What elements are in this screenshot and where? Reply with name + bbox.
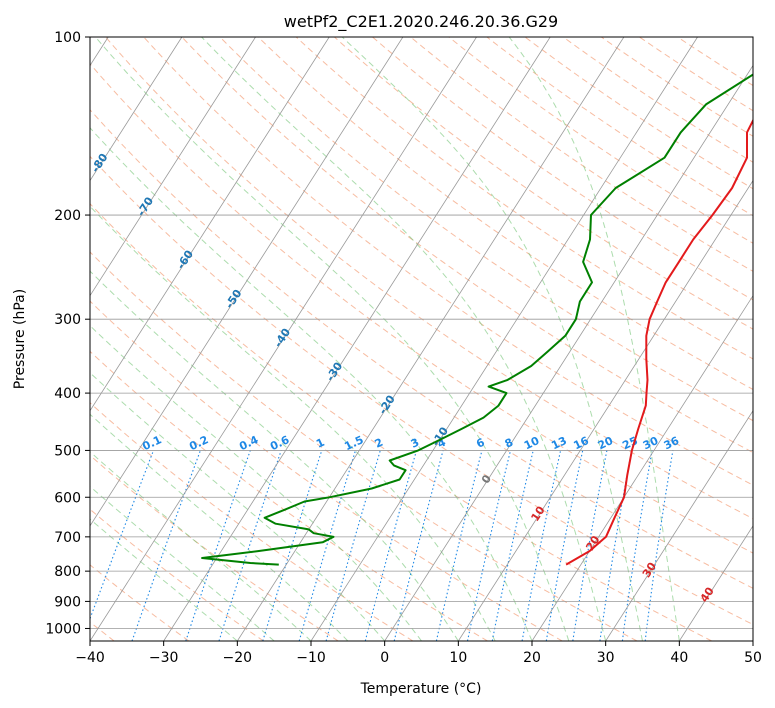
isotherms: [90, 37, 753, 641]
dry-adiabat: [90, 402, 414, 641]
mixing-ratio-line: [435, 450, 483, 641]
isotherm-line: [163, 37, 551, 641]
y-tick-label: 800: [54, 564, 81, 580]
dry-adiabat: [486, 37, 753, 217]
dry-adiabat: [90, 109, 753, 589]
isotherm-line: [90, 37, 183, 182]
moist-adiabat: [201, 37, 607, 641]
isotherm-line: [90, 37, 330, 412]
mixing-ratio-line: [298, 450, 357, 641]
dry-adiabat: [334, 37, 753, 330]
x-axis-ticks: −40 −30 −20 −10 0 10 20 30 40 50: [75, 641, 762, 666]
mixing-ratio-line: [185, 450, 251, 641]
y-tick-label: 500: [54, 443, 81, 459]
dry-adiabat: [181, 37, 753, 454]
plot-area: 0.10.20.40.611.52346810131620253036-100-…: [90, 37, 753, 641]
dry-adiabat: [372, 37, 753, 301]
pressure-gridlines: [90, 37, 753, 629]
dry-adiabat: [295, 37, 753, 360]
moist-adiabat: [90, 127, 533, 641]
mixing-ratio-label: 20: [596, 434, 616, 452]
y-axis-label: Pressure (hPa): [12, 289, 28, 389]
mixing-ratio-line: [393, 450, 444, 641]
dry-adiabat: [219, 37, 753, 422]
moist-adiabat: [90, 270, 459, 641]
dewpoint-line: [201, 73, 753, 566]
mixing-ratio-line: [521, 450, 562, 641]
y-tick-label: 600: [54, 490, 81, 506]
moist-adiabat: [90, 325, 422, 641]
mixing-ratio-line: [262, 450, 323, 641]
dry-adiabat: [90, 251, 638, 641]
y-tick-label: 900: [54, 594, 81, 610]
isotherm-line: [605, 410, 753, 641]
mixing-ratio-label: 13: [549, 434, 568, 452]
isotherm-line: [236, 37, 625, 641]
y-tick-label: 1000: [45, 621, 81, 637]
x-tick-label: 40: [670, 650, 688, 666]
dry-adiabat: [90, 155, 753, 626]
mixing-ratio-line: [325, 450, 381, 641]
x-axis-label: Temperature (°C): [360, 681, 482, 697]
y-tick-label: 300: [54, 312, 81, 328]
moist-adiabat: [90, 413, 349, 641]
isotherm-line: [90, 37, 404, 527]
y-tick-label: 100: [54, 30, 81, 46]
mixing-ratio-label: 16: [572, 434, 592, 452]
mixing-ratio-line: [131, 450, 201, 641]
isotherm-line: [457, 179, 753, 641]
sounding-series: [201, 73, 753, 566]
mixing-ratio-line: [466, 450, 512, 641]
x-tick-label: 0: [380, 650, 389, 666]
dry-adiabat: [143, 37, 753, 486]
temperature-line: [565, 118, 753, 566]
mixing-ratio-label: 10: [522, 434, 542, 452]
y-tick-label: 200: [54, 208, 81, 224]
mixing-ratio-line: [644, 450, 674, 641]
y-tick-label: 400: [54, 386, 81, 402]
chart-title: wetPf2_C2E1.2020.246.20.36.G29: [284, 12, 558, 32]
mixing-ratio-label: 30: [641, 434, 661, 452]
isotherm-line: [90, 37, 477, 641]
dry-adiabat: [90, 203, 712, 641]
isotherm-line: [384, 64, 753, 641]
dry-adiabat: [90, 63, 753, 554]
mixing-ratio-line: [364, 450, 418, 641]
y-tick-label: 700: [54, 530, 81, 546]
mixing-ratio-line: [621, 450, 653, 641]
x-tick-label: −10: [296, 650, 326, 666]
x-tick-label: −20: [223, 650, 253, 666]
x-tick-label: −30: [149, 650, 179, 666]
y-axis-ticks: 100 200 300 400 500 600 700 800 900 1000: [45, 30, 90, 637]
x-tick-label: 30: [597, 650, 615, 666]
dry-adiabat: [410, 37, 753, 272]
moist-adiabat: [341, 37, 643, 641]
dry-adiabat: [524, 37, 753, 190]
dry-adiabat: [90, 300, 563, 641]
moist-adiabat: [508, 37, 680, 641]
x-tick-label: 20: [523, 650, 541, 666]
moist-adiabat: [90, 451, 312, 641]
mixing-ratio-line: [218, 450, 282, 641]
x-tick-label: 50: [744, 650, 762, 666]
isotherm-line: [678, 525, 753, 641]
mixing-ratio-label: 36: [662, 434, 682, 452]
dry-adiabat: [448, 37, 753, 244]
dry-adiabats: [90, 37, 753, 641]
mixing-ratio-line: [491, 450, 534, 641]
mixing-ratio-lines: [90, 450, 674, 641]
mixing-ratio-line: [572, 450, 608, 641]
isotherm-line: [531, 294, 753, 641]
dry-adiabat: [257, 37, 753, 391]
moist-adiabat: [95, 37, 570, 641]
isotherm-line: [90, 37, 256, 297]
plot-frame: [89, 36, 754, 642]
x-tick-label: 10: [449, 650, 467, 666]
x-tick-label: −40: [75, 650, 105, 666]
moist-adiabat: [90, 205, 496, 641]
isotherm-line: [310, 37, 698, 641]
